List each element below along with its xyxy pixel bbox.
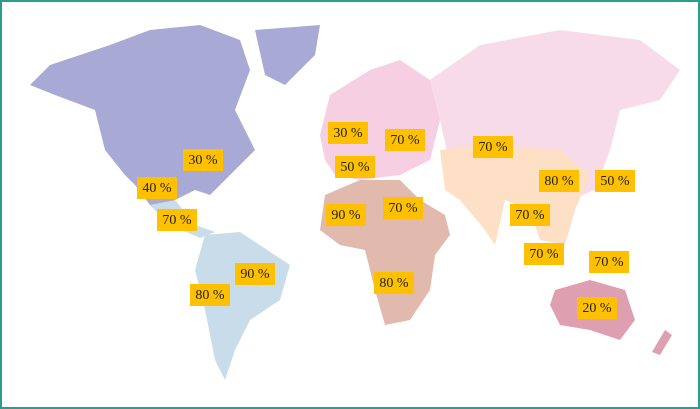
label-text: 70 % [390,133,420,148]
label-text: 30 % [188,153,218,168]
label-box [335,156,375,178]
labels: 30 % 70 % 70 % 30 % 50 % 40 % 80 % 50 % 90 % 70 %… [137,122,635,319]
label-text: 70 % [529,247,559,262]
label-box [137,177,177,199]
label-box [328,122,368,144]
label-text: 80 % [379,276,409,291]
label-box [385,129,425,151]
label-text: 90 % [240,267,270,282]
label-box [326,204,366,226]
label-text: 50 % [600,174,630,189]
label-box [589,251,629,273]
label-box [183,149,223,171]
label-text: 70 % [594,255,624,270]
label-text: 70 % [162,213,192,228]
label-text: 70 % [478,140,508,155]
label-box [157,209,197,231]
label-text: 20 % [582,301,612,316]
label-text: 30 % [333,126,363,141]
greenland [255,25,320,85]
label-box [383,197,423,219]
label-box [510,204,550,226]
label-box [595,170,635,192]
label-text: 70 % [515,208,545,223]
label-box [235,263,275,285]
label-box [190,284,230,306]
label-text: 80 % [195,288,225,303]
label-text: 50 % [340,160,370,175]
label-box [473,136,513,158]
new-zealand [652,330,672,355]
label-box [524,243,564,265]
label-text: 40 % [142,181,172,196]
label-text: 70 % [388,201,418,216]
label-box [539,170,579,192]
label-text: 80 % [544,174,574,189]
label-box [374,272,414,294]
label-text: 90 % [331,208,361,223]
label-box [577,297,617,319]
